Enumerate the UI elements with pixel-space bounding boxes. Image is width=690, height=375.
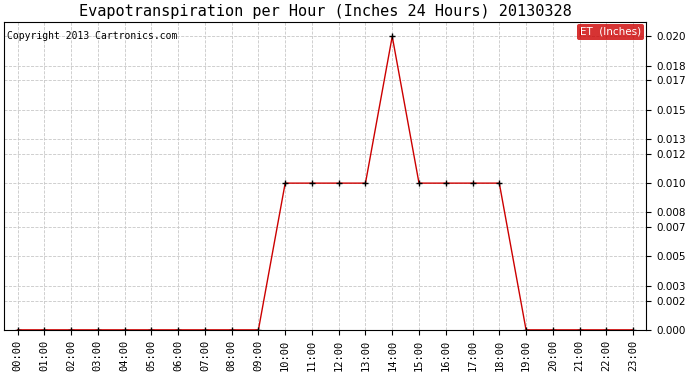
Legend: ET  (Inches): ET (Inches) <box>577 24 644 40</box>
Title: Evapotranspiration per Hour (Inches 24 Hours) 20130328: Evapotranspiration per Hour (Inches 24 H… <box>79 4 572 19</box>
Text: Copyright 2013 Cartronics.com: Copyright 2013 Cartronics.com <box>8 31 178 41</box>
